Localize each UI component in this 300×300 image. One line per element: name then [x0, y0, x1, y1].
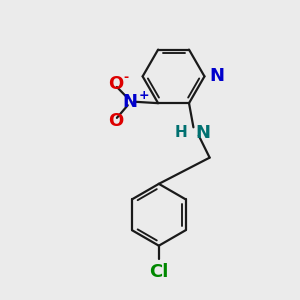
Text: O: O [108, 75, 123, 93]
Text: N: N [209, 68, 224, 85]
Text: N: N [123, 93, 138, 111]
Text: +: + [138, 89, 149, 102]
Text: N: N [195, 124, 210, 142]
Text: Cl: Cl [149, 263, 169, 281]
Text: -: - [124, 71, 129, 84]
Text: H: H [174, 125, 187, 140]
Text: O: O [108, 112, 123, 130]
